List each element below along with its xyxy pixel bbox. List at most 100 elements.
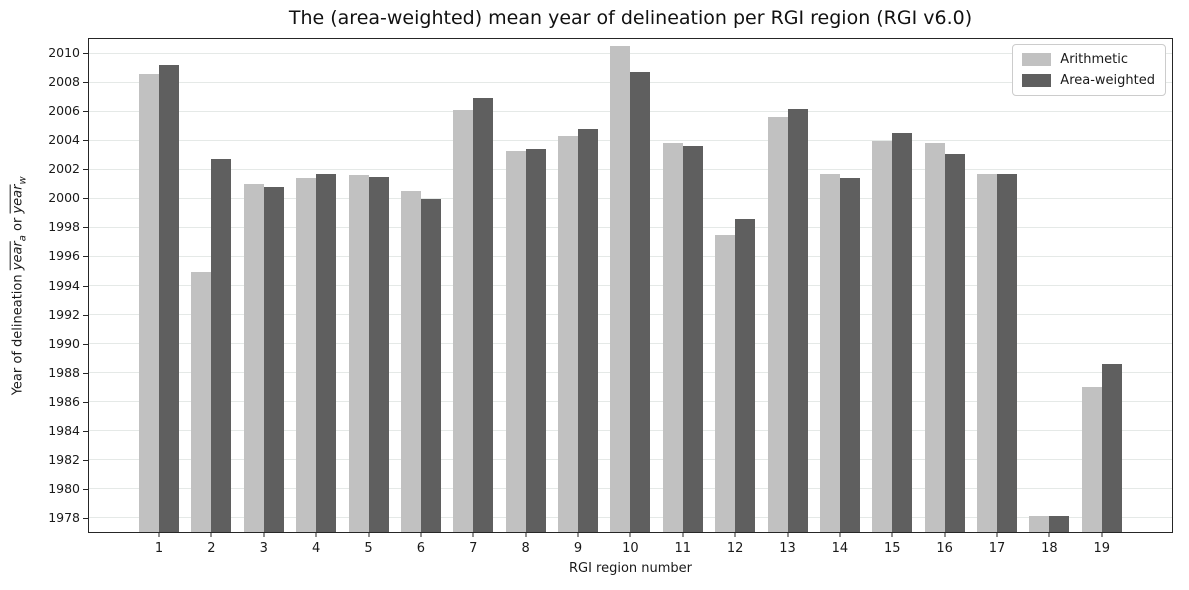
bar-group-region-7: 7 [453,39,494,556]
y-tick-mark-2000 [83,198,88,200]
bar-group-region-17: 17 [977,39,1017,556]
y-tick-mark-2008 [83,81,88,83]
y-axis-sub-w: w [16,176,28,185]
y-tick-mark-2006 [83,110,88,112]
bar-area-weighted-region-9 [578,128,598,532]
y-tick-mark-1978 [83,518,88,520]
bar-group-region-6: 6 [400,39,441,556]
x-tick-label-9: 9 [573,541,583,556]
x-tick-label-11: 11 [674,541,692,556]
gridline-2010 [89,52,1172,54]
y-tick-label-2010: 2010 [48,44,80,60]
bar-group-region-5: 5 [348,39,389,556]
bar-area-weighted-region-6 [420,198,441,532]
bar-arithmetic-region-19 [1081,387,1102,532]
legend: Arithmetic Area-weighted [1012,44,1166,96]
y-tick-mark-1994 [83,285,88,287]
x-tick-mark-6 [420,533,422,537]
x-tick-mark-13 [787,533,788,537]
bar-arithmetic-region-2 [191,272,212,532]
y-tick-mark-1996 [83,256,88,258]
bar-area-weighted-region-15 [892,133,913,532]
bar-area-weighted-region-5 [368,176,389,532]
x-tick-label-10: 10 [622,541,639,556]
chart-title: The (area-weighted) mean year of delinea… [288,7,973,29]
y-tick-mark-1986 [83,401,88,403]
x-tick-mark-18 [1048,533,1050,537]
x-tick-label-5: 5 [364,541,373,556]
x-tick-label-15: 15 [883,541,901,556]
y-tick-label-1990: 1990 [48,335,80,351]
bar-area-weighted-region-19 [1101,363,1122,532]
bar-arithmetic-region-11 [662,143,683,532]
bar-area-weighted-region-13 [787,108,808,532]
y-tick-mark-1982 [83,460,88,462]
x-tick-mark-19 [1101,533,1103,537]
x-tick-mark-3 [263,533,265,537]
x-tick-label-12: 12 [726,541,744,556]
bar-group-region-14: 14 [819,39,860,556]
y-tick-label-1980: 1980 [48,481,80,497]
y-tick-label-1978: 1978 [48,510,80,526]
x-tick-mark-2 [210,533,212,537]
x-tick-label-13: 13 [779,541,796,556]
x-tick-label-8: 8 [521,541,530,556]
bar-series-container: 1 2 3 4 5 6 7 8 9 10 11 12 13 14 15 16 17 18 19 [89,39,1172,556]
bar-group-region-8: 8 [505,39,546,556]
x-tick-mark-4 [315,533,317,537]
bar-group-region-1: 1 [139,39,179,556]
y-tick-label-2004: 2004 [48,131,80,147]
bar-arithmetic-region-3 [243,184,264,532]
y-tick-label-2002: 2002 [48,161,80,177]
bar-arithmetic-region-15 [872,140,893,532]
bar-group-region-11: 11 [662,39,703,556]
y-tick-label-1994: 1994 [48,277,80,293]
x-tick-mark-1 [158,533,160,537]
bar-arithmetic-region-8 [505,150,526,532]
bar-group-region-18: 18 [1029,39,1070,556]
x-tick-label-16: 16 [936,541,953,556]
bar-area-weighted-region-1 [159,65,179,532]
bar-group-region-15: 15 [872,39,913,556]
x-tick-mark-5 [368,533,369,537]
bar-arithmetic-region-6 [400,191,421,532]
y-tick-label-1988: 1988 [48,364,80,380]
y-tick-mark-2010 [83,52,88,54]
y-tick-label-2008: 2008 [48,73,80,89]
y-tick-mark-2004 [83,139,88,141]
bar-area-weighted-region-4 [316,173,337,532]
y-tick-label-2006: 2006 [48,102,80,118]
bar-area-weighted-region-17 [997,173,1017,532]
y-tick-label-1982: 1982 [48,452,80,468]
y-axis-sub-a: a [16,234,28,241]
legend-swatch-area-weighted [1022,74,1052,87]
bar-group-region-9: 9 [558,39,598,556]
bar-arithmetic-region-17 [977,173,997,532]
bar-area-weighted-region-10 [630,72,651,532]
y-tick-label-1998: 1998 [48,219,80,235]
y-tick-mark-1988 [83,372,88,374]
x-tick-mark-14 [839,533,841,537]
x-tick-label-17: 17 [988,541,1006,556]
x-tick-mark-10 [629,533,631,537]
bar-group-region-12: 12 [715,39,756,556]
y-tick-mark-1980 [83,489,88,491]
bar-area-weighted-region-18 [1049,516,1070,532]
bar-arithmetic-region-5 [348,175,369,532]
y-tick-mark-1984 [83,431,88,433]
bar-area-weighted-region-8 [525,149,546,532]
x-tick-label-19: 19 [1093,541,1111,556]
x-tick-mark-15 [891,533,893,537]
legend-swatch-arithmetic [1022,53,1052,66]
bar-group-region-13: 13 [767,39,808,556]
y-tick-label-1984: 1984 [48,423,80,439]
y-tick-mark-1992 [83,314,88,316]
legend-label-area-weighted: Area-weighted [1060,73,1155,88]
bar-area-weighted-region-14 [839,178,860,532]
y-tick-label-1992: 1992 [48,306,80,322]
x-tick-label-1: 1 [154,541,164,556]
bar-arithmetic-region-16 [924,143,945,532]
plot-area: 1 2 3 4 5 6 7 8 9 10 11 12 13 14 15 16 17 18 19 Arithmetic… [88,38,1173,556]
x-axis-label: RGI region number [568,561,693,576]
